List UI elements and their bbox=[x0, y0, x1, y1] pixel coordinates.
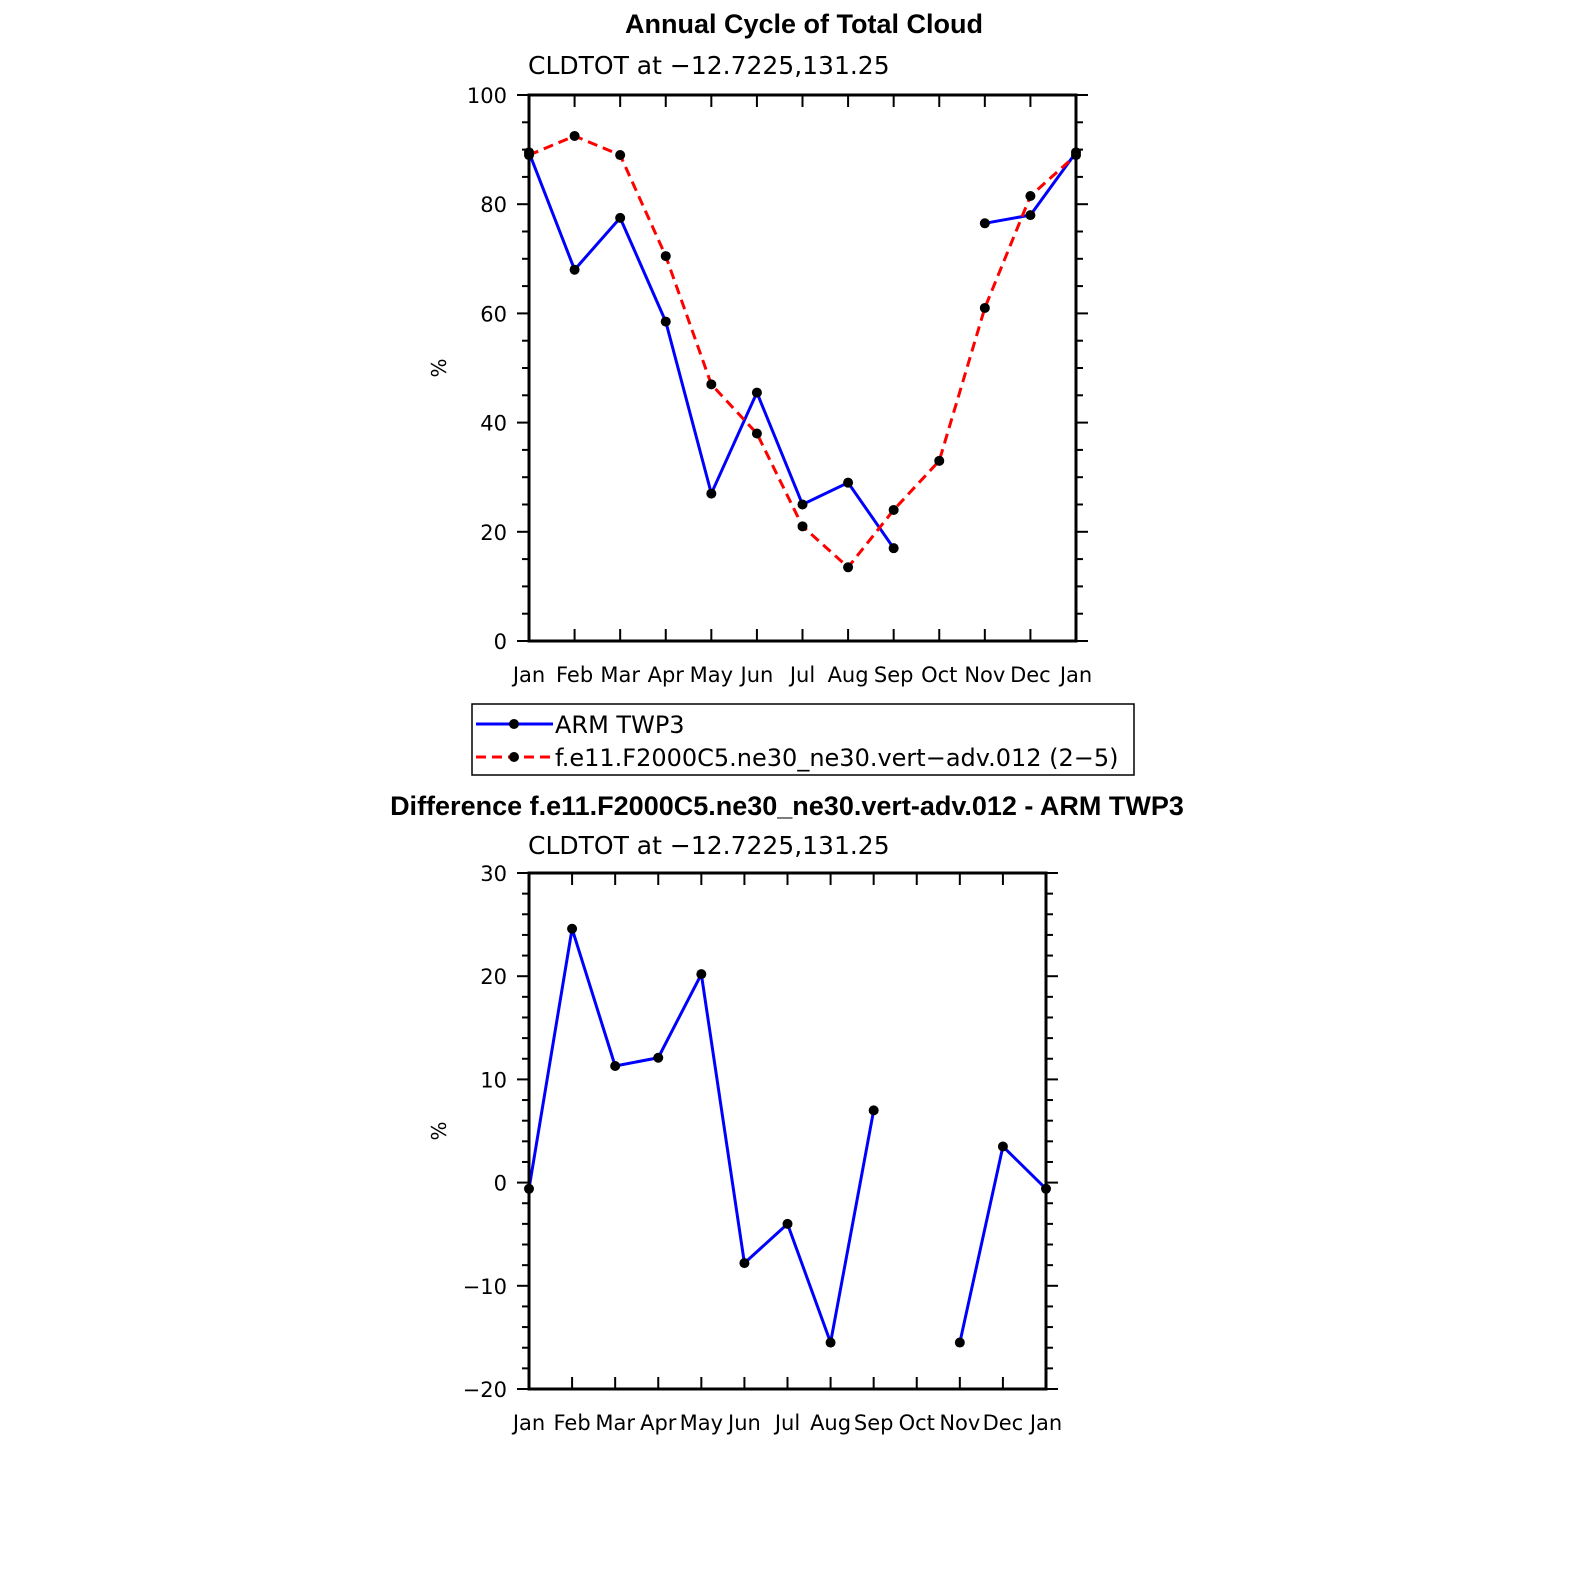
x-tick-label: Sep bbox=[874, 663, 914, 687]
data-point bbox=[868, 1105, 879, 1116]
x-tick-label: Nov bbox=[964, 663, 1005, 687]
x-tick-label: Mar bbox=[600, 663, 640, 687]
data-point bbox=[610, 1060, 621, 1071]
x-tick-label: Feb bbox=[556, 663, 593, 687]
x-tick-label: May bbox=[690, 663, 733, 687]
data-point bbox=[843, 477, 854, 488]
data-point bbox=[706, 488, 717, 499]
data-point bbox=[825, 1337, 836, 1348]
y-tick-label: 30 bbox=[480, 862, 507, 886]
data-point bbox=[739, 1258, 750, 1269]
y-tick-label: 20 bbox=[480, 965, 507, 989]
x-tick-label: Mar bbox=[595, 1411, 635, 1435]
x-tick-label: Oct bbox=[921, 663, 957, 687]
data-point bbox=[979, 218, 990, 229]
x-tick-label: May bbox=[680, 1411, 723, 1435]
legend-box bbox=[471, 703, 1135, 776]
x-tick-label: Jan bbox=[1058, 663, 1092, 687]
legend-marker-model bbox=[509, 752, 519, 762]
x-tick-label: Nov bbox=[939, 1411, 980, 1435]
data-point bbox=[997, 1141, 1008, 1152]
data-point bbox=[797, 499, 808, 510]
data-point bbox=[615, 212, 626, 223]
y-tick-label: 40 bbox=[480, 412, 507, 436]
data-point bbox=[751, 428, 762, 439]
data-point bbox=[954, 1337, 965, 1348]
data-point bbox=[1025, 210, 1036, 221]
x-tick-label: Jan bbox=[511, 663, 545, 687]
data-point bbox=[1025, 191, 1036, 202]
chart-title: Difference f.e11.F2000C5.ne30_ne30.vert-… bbox=[390, 791, 1184, 821]
chart-subtitle: CLDTOT at −12.7225,131.25 bbox=[528, 831, 890, 860]
data-point bbox=[567, 923, 578, 934]
y-tick-label: −10 bbox=[463, 1275, 507, 1299]
chart-title: Annual Cycle of Total Cloud bbox=[625, 9, 983, 39]
y-tick-label: −20 bbox=[463, 1378, 507, 1402]
legend: ARM TWP3 f.e11.F2000C5.ne30_ne30.vert−ad… bbox=[471, 703, 1135, 776]
legend-label-arm: ARM TWP3 bbox=[555, 711, 685, 739]
x-tick-label: Apr bbox=[648, 663, 685, 687]
x-tick-label: Apr bbox=[640, 1411, 677, 1435]
data-point bbox=[660, 316, 671, 327]
x-tick-label: Jan bbox=[511, 1411, 545, 1435]
x-tick-label: Sep bbox=[854, 1411, 894, 1435]
data-point bbox=[706, 379, 717, 390]
x-tick-label: Jun bbox=[726, 1411, 761, 1435]
x-tick-label: Dec bbox=[983, 1411, 1024, 1435]
y-tick-label: 100 bbox=[467, 84, 507, 108]
x-tick-label: Dec bbox=[1010, 663, 1051, 687]
y-axis-label: % bbox=[427, 358, 451, 377]
y-tick-label: 20 bbox=[480, 521, 507, 545]
data-point bbox=[782, 1218, 793, 1229]
data-point bbox=[696, 969, 707, 980]
plot-frame bbox=[527, 871, 1048, 1391]
plot-frame bbox=[527, 93, 1078, 643]
data-point bbox=[934, 455, 945, 466]
x-tick-label: Jun bbox=[739, 663, 774, 687]
x-tick-label: Oct bbox=[899, 1411, 935, 1435]
legend-label-model: f.e11.F2000C5.ne30_ne30.vert−adv.012 (2−… bbox=[555, 744, 1119, 772]
series-line-0 bbox=[958, 1143, 1048, 1343]
legend-marker-arm bbox=[509, 719, 519, 729]
x-tick-label: Aug bbox=[828, 663, 869, 687]
data-point bbox=[843, 562, 854, 573]
data-point bbox=[569, 264, 580, 275]
data-point bbox=[653, 1052, 664, 1063]
data-point bbox=[569, 130, 580, 141]
data-point bbox=[797, 521, 808, 532]
x-tick-label: Aug bbox=[810, 1411, 851, 1435]
data-point bbox=[615, 150, 626, 161]
data-point bbox=[888, 543, 899, 554]
y-tick-label: 80 bbox=[480, 193, 507, 217]
data-point bbox=[751, 387, 762, 398]
series-line-0 bbox=[527, 928, 876, 1349]
difference-chart: Difference f.e11.F2000C5.ne30_ne30.vert-… bbox=[390, 791, 1184, 1435]
annual-cycle-chart: Annual Cycle of Total Cloud CLDTOT at −1… bbox=[427, 9, 1092, 687]
x-tick-label: Jul bbox=[773, 1411, 800, 1435]
data-point bbox=[888, 504, 899, 515]
x-tick-label: Jan bbox=[1028, 1411, 1062, 1435]
x-tick-label: Feb bbox=[553, 1411, 590, 1435]
y-tick-label: 0 bbox=[494, 1172, 507, 1196]
x-tick-label: Jul bbox=[788, 663, 815, 687]
data-point bbox=[979, 302, 990, 313]
y-tick-label: 10 bbox=[480, 1068, 507, 1092]
y-tick-label: 60 bbox=[480, 302, 507, 326]
y-axis-label: % bbox=[427, 1121, 451, 1140]
y-tick-label: 0 bbox=[494, 630, 507, 654]
chart-subtitle: CLDTOT at −12.7225,131.25 bbox=[528, 51, 890, 80]
data-point bbox=[660, 251, 671, 262]
